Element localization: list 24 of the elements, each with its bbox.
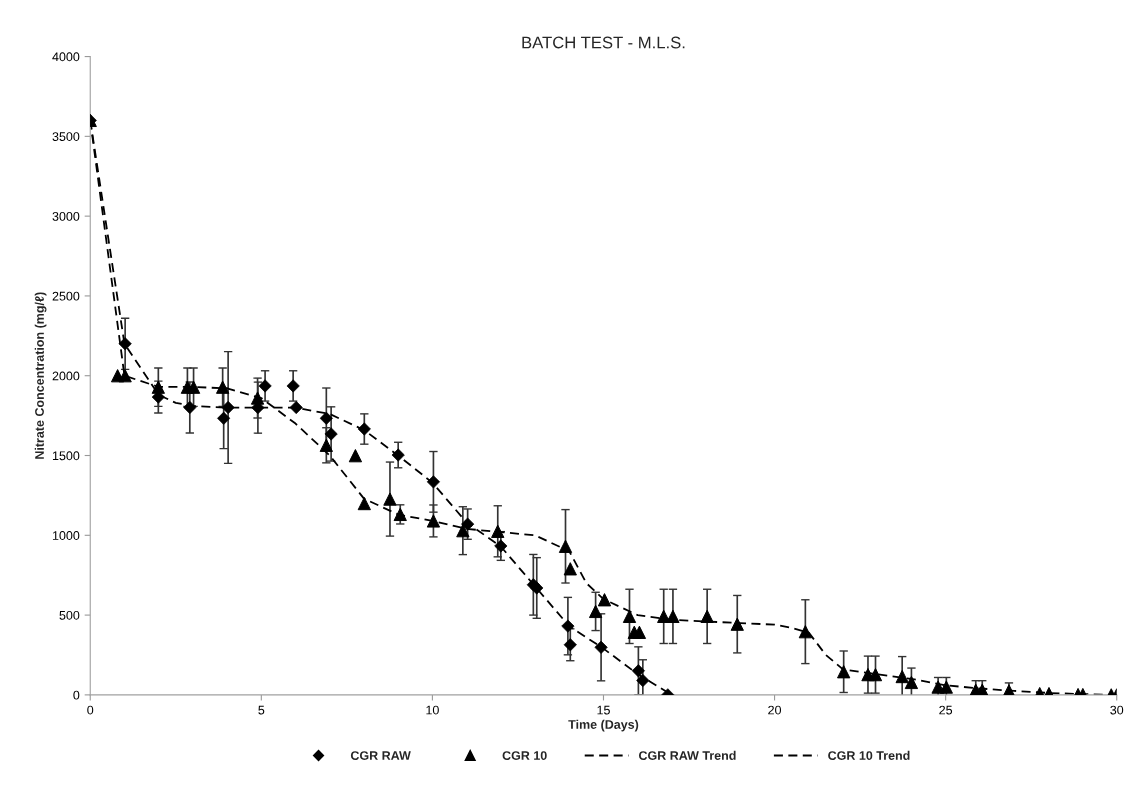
y-tick-label: 2000 — [52, 371, 80, 381]
y-tick-label: 0 — [73, 690, 80, 700]
y-tick-label: 3000 — [52, 211, 80, 221]
chart-title: BATCH TEST - M.L.S. — [522, 36, 685, 49]
x-tick-label: 20 — [768, 705, 782, 715]
y-axis-title: Nitrate Concentration (mg/ℓ) — [34, 292, 47, 459]
legend-label: CGR 10 Trend — [828, 750, 910, 760]
x-tick-label: 10 — [426, 705, 439, 715]
x-tick-label: 25 — [939, 705, 953, 715]
legend-label: CGR RAW Trend — [638, 750, 736, 760]
x-axis-title: Time (Days) — [568, 719, 639, 732]
y-tick-label: 3500 — [52, 132, 80, 141]
legend-label: CGR RAW — [350, 751, 411, 760]
x-tick-label: 5 — [258, 705, 265, 715]
y-tick-label: 1500 — [52, 451, 80, 461]
y-tick-label: 4000 — [52, 52, 80, 62]
y-tick-label: 1000 — [52, 531, 80, 540]
point — [324, 427, 338, 441]
y-tick-label: 500 — [59, 610, 80, 620]
x-tick-label: 0 — [87, 705, 94, 715]
x-tick-label: 30 — [1110, 705, 1124, 715]
legend-label: CGR 10 — [502, 751, 547, 760]
x-tick-label: 15 — [597, 705, 610, 715]
y-tick-label: 2500 — [52, 291, 80, 301]
